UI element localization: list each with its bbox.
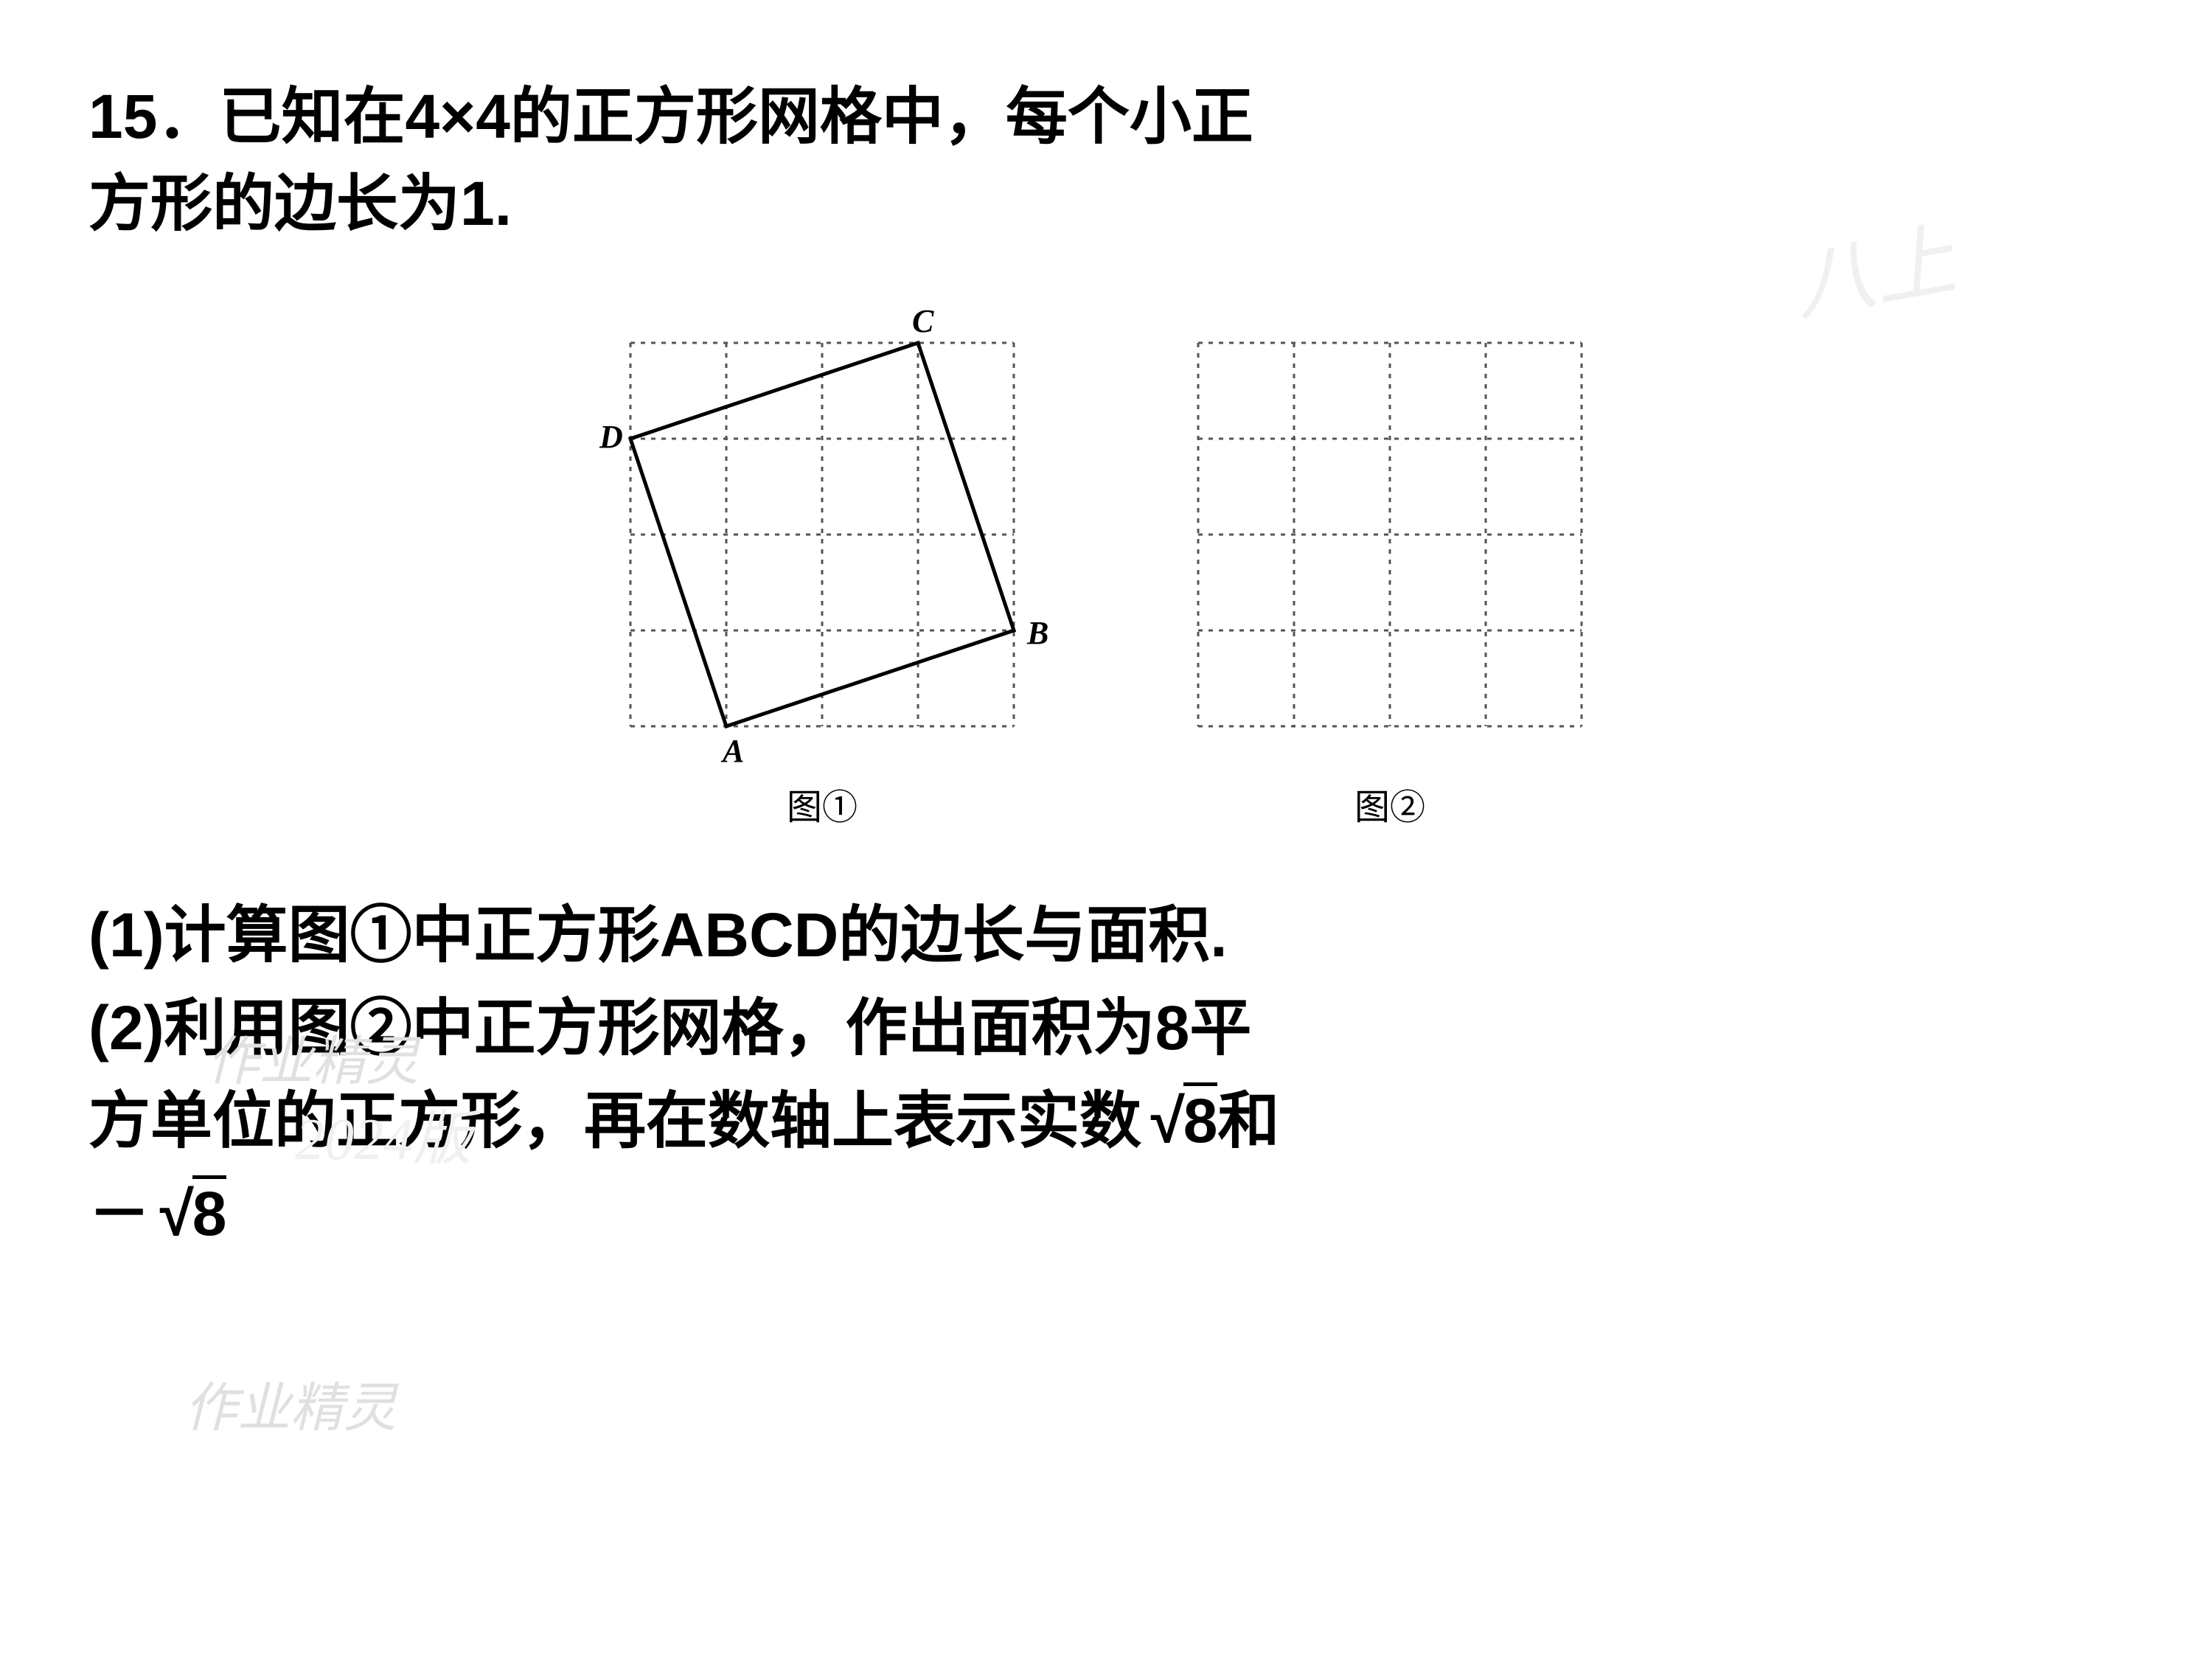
stem-text-1: 已知在4×4的正方形网格中，每个小正	[219, 82, 1253, 151]
svg-text:C: C	[912, 306, 934, 339]
problem-number: 15．	[88, 82, 219, 151]
sqrt-arg-1: 8	[1183, 1082, 1218, 1155]
figure-1-block: A B C D 图①	[594, 306, 1051, 830]
figure-2-caption: 图②	[1354, 778, 1425, 830]
sqrt-arg-2: 8	[192, 1175, 227, 1248]
radical-icon: √	[1151, 1086, 1185, 1155]
figure-1-grid: A B C D	[594, 306, 1051, 763]
problem-line-1: 15．已知在4×4的正方形网格中，每个小正	[88, 74, 2124, 161]
sub-question-1: (1)计算图①中正方形ABCD的边长与面积.	[88, 888, 2124, 981]
svg-text:B: B	[1026, 615, 1048, 651]
sub-question-2-line-2: 方单位的正方形，再在数轴上表示实数√8和	[88, 1074, 2124, 1167]
svg-text:D: D	[599, 419, 623, 455]
sub-question-2-line-1: (2)利用图②中正方形网格，作出面积为8平	[88, 981, 2124, 1074]
radical-icon: √	[160, 1179, 194, 1248]
sub-question-2-line-3: －√8	[88, 1167, 2124, 1260]
q2-text-a: 方单位的正方形，再在数轴上表示实数	[88, 1086, 1141, 1155]
q2-text-b: 和	[1217, 1086, 1279, 1155]
figure-1-caption: 图①	[787, 778, 858, 830]
problem-stem-block: 15．已知在4×4的正方形网格中，每个小正 方形的边长为1.	[88, 74, 2124, 247]
sqrt-expr-1: √8	[1141, 1074, 1217, 1167]
watermark-bottom: 作业精灵	[184, 1364, 397, 1441]
sqrt-expr-2: √8	[150, 1167, 226, 1260]
figures-row: A B C D 图① 图②	[88, 306, 2124, 830]
figure-2-block: 图②	[1161, 306, 1618, 830]
q2-neg: －	[88, 1179, 150, 1248]
sub-questions-block: (1)计算图①中正方形ABCD的边长与面积. (2)利用图②中正方形网格，作出面…	[88, 888, 2124, 1260]
svg-text:A: A	[720, 733, 744, 763]
problem-line-2: 方形的边长为1.	[88, 161, 2124, 248]
figure-2-grid	[1161, 306, 1618, 763]
